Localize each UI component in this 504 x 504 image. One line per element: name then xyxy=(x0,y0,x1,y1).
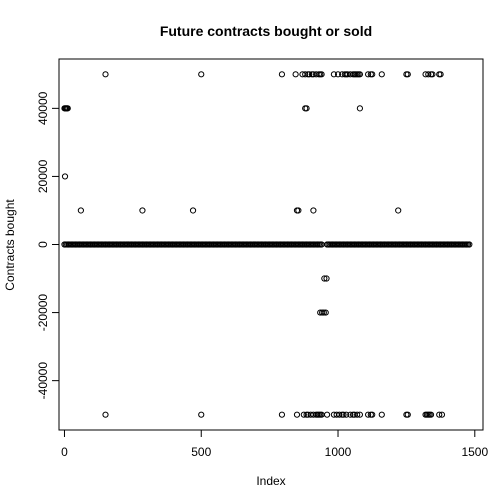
data-point xyxy=(318,71,325,78)
chart-title: Future contracts bought or sold xyxy=(160,23,372,39)
data-point xyxy=(427,411,435,418)
data-point xyxy=(395,207,402,214)
data-point xyxy=(365,411,372,418)
data-point xyxy=(61,173,69,180)
data-point xyxy=(295,207,302,214)
data-point xyxy=(278,71,286,78)
data-point xyxy=(323,411,331,418)
data-point xyxy=(356,71,364,78)
data-point xyxy=(356,105,364,112)
y-axis: -40000 -20000 0 20000 40000 xyxy=(36,91,60,400)
data-point xyxy=(189,207,197,214)
data-point xyxy=(306,71,313,78)
data-point xyxy=(292,71,299,78)
data-point xyxy=(334,71,342,78)
y-tick-label: -40000 xyxy=(36,362,50,400)
data-point xyxy=(378,411,385,418)
data-point xyxy=(323,275,330,282)
x-tick-label: 0 xyxy=(61,445,68,459)
data-point xyxy=(102,71,109,78)
data-point xyxy=(64,105,71,112)
data-point xyxy=(321,275,328,282)
data-point xyxy=(77,207,84,214)
data-point xyxy=(369,71,376,78)
data-point xyxy=(322,309,329,316)
data-point xyxy=(404,71,411,78)
data-point xyxy=(310,207,317,214)
y-tick-label: 0 xyxy=(36,241,50,248)
data-point xyxy=(300,411,307,418)
data-point xyxy=(293,411,301,418)
data-point xyxy=(336,411,343,418)
data-points xyxy=(61,71,473,418)
data-point xyxy=(198,411,205,418)
y-tick-label: -20000 xyxy=(36,294,50,332)
data-point xyxy=(303,105,310,112)
data-point xyxy=(438,411,446,418)
data-point xyxy=(429,71,436,78)
data-point xyxy=(340,411,347,418)
data-point xyxy=(404,411,411,418)
x-tick-label: 1000 xyxy=(325,445,352,459)
data-point xyxy=(365,71,372,78)
data-point xyxy=(330,71,338,78)
data-point xyxy=(436,411,443,418)
x-axis-label: Index xyxy=(256,474,285,488)
data-point xyxy=(425,71,432,78)
data-point xyxy=(139,207,146,214)
data-point xyxy=(102,411,109,418)
data-point xyxy=(278,411,286,418)
data-point xyxy=(354,411,361,418)
data-point xyxy=(320,309,327,316)
y-axis-label: Contracts bought xyxy=(3,199,17,291)
y-tick-label: 20000 xyxy=(36,159,50,193)
data-point xyxy=(343,411,350,418)
data-point xyxy=(369,411,376,418)
data-point xyxy=(356,411,364,418)
data-point xyxy=(302,71,309,78)
data-point xyxy=(347,411,354,418)
y-tick-label: 40000 xyxy=(36,91,50,125)
x-tick-label: 1500 xyxy=(461,445,488,459)
data-point xyxy=(437,71,444,78)
x-axis: 0 500 1000 1500 xyxy=(61,429,488,459)
x-tick-label: 500 xyxy=(191,445,211,459)
data-point xyxy=(378,71,385,78)
data-point xyxy=(198,71,205,78)
data-point xyxy=(466,241,473,248)
